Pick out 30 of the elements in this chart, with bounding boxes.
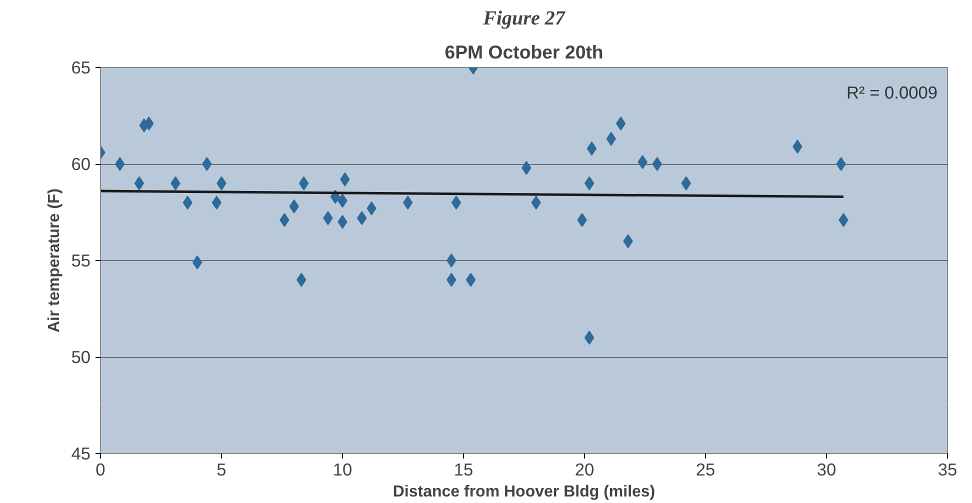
y-axis-title: Air temperature (F) xyxy=(46,188,64,333)
point xyxy=(202,157,212,171)
y-tick-label: 45 xyxy=(71,444,91,464)
x-tick-label: 30 xyxy=(816,460,836,480)
x-tick-label: 25 xyxy=(696,460,716,480)
point xyxy=(446,254,456,268)
point xyxy=(192,255,202,270)
x-tick-label: 20 xyxy=(574,460,594,480)
y-tick-label: 60 xyxy=(71,154,91,174)
point xyxy=(466,272,476,287)
point xyxy=(586,142,597,156)
annotation: R² = 0.0009 xyxy=(846,82,938,102)
x-tick-label: 10 xyxy=(332,460,352,480)
point xyxy=(836,157,846,171)
point xyxy=(652,157,662,171)
y-tick-label: 55 xyxy=(71,250,91,270)
x-axis-title: Distance from Hoover Bldg (miles) xyxy=(392,484,656,500)
point xyxy=(451,196,462,210)
x-tick-label: 0 xyxy=(96,460,106,480)
point xyxy=(134,176,144,190)
y-tick-label: 50 xyxy=(71,347,91,367)
point xyxy=(115,157,125,171)
chart-title: Figure 27 xyxy=(482,8,566,30)
point xyxy=(616,116,626,130)
point xyxy=(298,176,309,190)
x-tick-label: 35 xyxy=(938,460,958,480)
x-tick-label: 15 xyxy=(454,460,474,480)
x-tick-label: 5 xyxy=(216,460,226,480)
y-tick-label: 65 xyxy=(71,58,91,78)
chart-subtitle: 6PM October 20th xyxy=(444,42,604,62)
